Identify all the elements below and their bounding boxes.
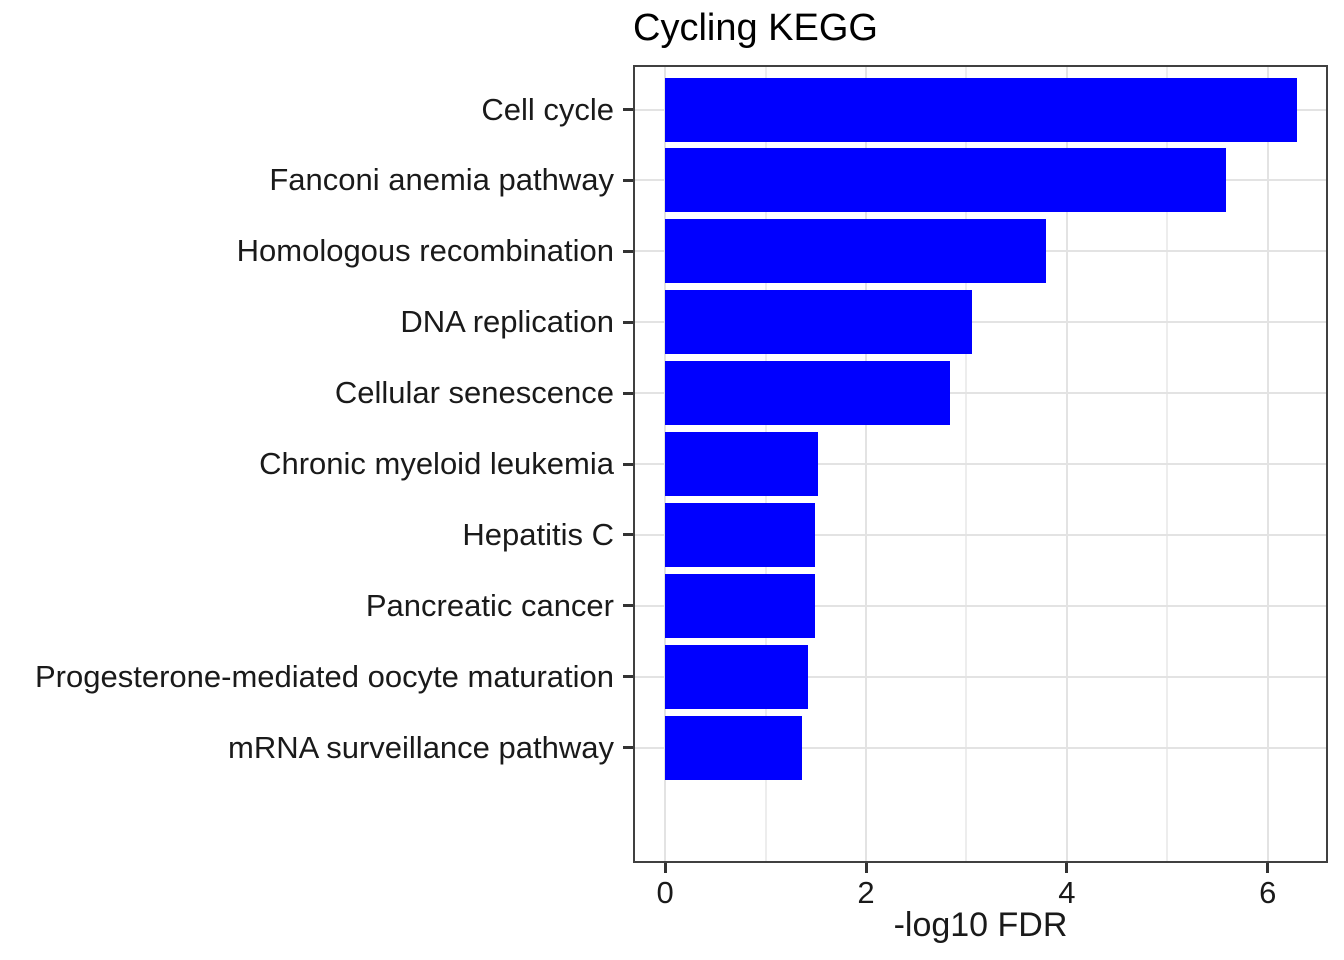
- y-axis-tick: [623, 391, 633, 395]
- x-axis-tick: [663, 863, 667, 873]
- bar: [665, 432, 819, 496]
- y-axis-tick: [623, 249, 633, 253]
- y-axis-tick: [623, 533, 633, 537]
- x-axis-tick-label: 4: [1058, 875, 1076, 910]
- y-axis-tick: [623, 320, 633, 324]
- y-axis-label: Chronic myeloid leukemia: [259, 446, 614, 481]
- bar: [665, 645, 809, 709]
- y-axis-tick: [623, 675, 633, 679]
- y-axis-tick: [623, 604, 633, 608]
- y-axis-label: DNA replication: [400, 304, 614, 340]
- y-major-gridline: [635, 604, 1326, 607]
- plot-panel: [633, 65, 1328, 863]
- bar: [665, 503, 816, 567]
- y-axis-tick: [623, 178, 633, 182]
- y-axis-label: Cellular senescence: [334, 375, 614, 411]
- y-axis-label: Cell cycle: [481, 91, 614, 127]
- chart-title: Cycling KEGG: [633, 7, 878, 49]
- y-axis-label: Pancreatic cancer: [365, 587, 614, 623]
- y-major-gridline: [635, 746, 1326, 749]
- y-axis-label: Fanconi anemia pathway: [269, 162, 614, 198]
- x-axis-tick: [1065, 863, 1069, 873]
- y-major-gridline: [635, 321, 1326, 324]
- y-major-gridline: [635, 463, 1326, 465]
- y-axis-label: Homologous recombination: [236, 233, 614, 269]
- bar: [665, 716, 803, 780]
- y-axis-label: Progesterone-mediated oocyte maturation: [35, 658, 614, 694]
- x-axis-title: -log10 FDR: [893, 906, 1068, 944]
- y-axis-tick: [623, 108, 633, 112]
- bar: [665, 148, 1227, 212]
- y-major-gridline: [635, 675, 1326, 678]
- x-axis-tick-label: 2: [857, 875, 875, 910]
- bar: [665, 290, 973, 354]
- bar: [665, 574, 816, 638]
- y-axis-label: Hepatitis C: [462, 516, 614, 552]
- bar: [665, 361, 951, 425]
- y-axis-tick: [623, 462, 633, 466]
- bar: [665, 78, 1298, 142]
- x-axis-tick: [1266, 863, 1270, 873]
- x-axis-tick: [864, 863, 868, 873]
- y-axis-label: mRNA surveillance pathway: [228, 729, 614, 765]
- y-major-gridline: [635, 533, 1326, 536]
- y-major-gridline: [635, 392, 1326, 395]
- x-axis-tick-label: 6: [1259, 875, 1277, 910]
- x-axis-tick-label: 0: [656, 875, 674, 910]
- y-axis-tick: [623, 746, 633, 750]
- bar: [665, 219, 1047, 283]
